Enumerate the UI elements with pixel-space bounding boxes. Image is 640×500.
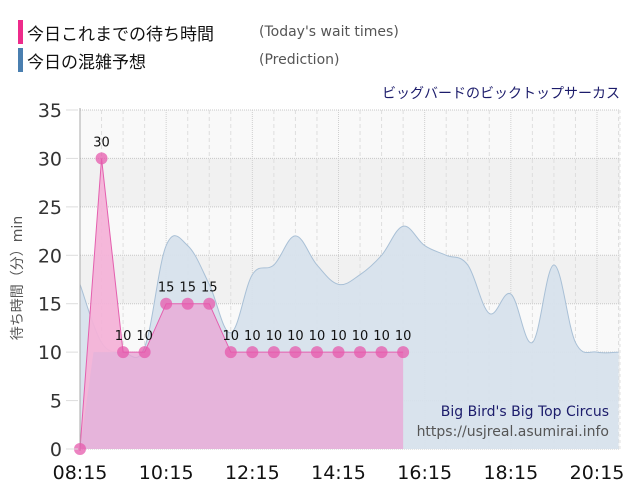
- data-point: [95, 152, 108, 165]
- x-axis-ticks: 08:15 10:15 12:15 14:15 16:15 18:15 20:15: [53, 462, 625, 484]
- data-point: [203, 297, 216, 310]
- data-point: [310, 346, 323, 359]
- plot-band: [80, 110, 620, 159]
- data-label: 10: [373, 329, 390, 344]
- plot-band: [80, 158, 620, 207]
- data-point: [138, 346, 151, 359]
- x-tick-label: 18:15: [483, 462, 538, 484]
- data-label: 10: [244, 329, 261, 344]
- today-peak-highlight: [80, 158, 124, 449]
- y-axis-label: 待ち時間（分）min: [10, 216, 26, 340]
- data-label: 10: [330, 329, 347, 344]
- data-label: 10: [287, 329, 304, 344]
- legend: 今日これまでの待ち時間 (Today's wait times) 今日の混雑予想…: [18, 18, 399, 74]
- data-point: [181, 297, 194, 310]
- prediction-line: [79, 225, 619, 358]
- data-point: [332, 346, 345, 359]
- y-tick-label: 35: [38, 100, 62, 122]
- data-label: 10: [136, 329, 153, 344]
- y-tick-label: 15: [38, 294, 62, 316]
- chart-title: ビッグバードのビックトップサーカス: [382, 86, 620, 102]
- y-tick-label: 30: [38, 148, 62, 170]
- y-axis-ticks: 0 5 10 15 20 25 30 35: [38, 100, 78, 461]
- x-tick-label: 08:15: [53, 462, 108, 484]
- x-tick-label: 12:15: [225, 462, 280, 484]
- data-point: [224, 346, 237, 359]
- data-label: 10: [266, 329, 283, 344]
- data-label: 10: [115, 329, 132, 344]
- legend-label-en: (Prediction): [259, 52, 340, 68]
- data-label: 10: [395, 329, 412, 344]
- data-labels: 30 10 10 15 15 15 10 10 10 10 10 10 10 10 10: [93, 135, 411, 344]
- data-point: [246, 346, 259, 359]
- today-line: [79, 158, 404, 450]
- data-label: 15: [158, 281, 175, 296]
- data-label: 15: [179, 281, 196, 296]
- data-label: 10: [352, 329, 369, 344]
- data-label: 10: [223, 329, 240, 344]
- x-tick-label: 16:15: [397, 462, 452, 484]
- data-label: 10: [309, 329, 326, 344]
- y-tick-label: 10: [38, 342, 62, 364]
- legend-swatch-today: [18, 20, 23, 44]
- today-area: [80, 158, 404, 449]
- legend-item-prediction: 今日の混雑予想 (Prediction): [18, 46, 399, 74]
- legend-label-en: (Today's wait times): [259, 24, 399, 40]
- data-point: [375, 346, 388, 359]
- x-tick-label: 14:15: [311, 462, 366, 484]
- data-point: [289, 346, 302, 359]
- data-point: [117, 346, 130, 359]
- y-tick-label: 20: [38, 245, 62, 267]
- watermark-url: https://usjreal.asumirai.info: [417, 424, 609, 440]
- data-point: [74, 443, 86, 455]
- today-data-points: [74, 152, 410, 455]
- data-label: 15: [201, 281, 218, 296]
- watermark-attraction-name: Big Bird's Big Top Circus: [441, 404, 609, 420]
- data-point: [267, 346, 280, 359]
- data-point: [160, 297, 173, 310]
- x-tick-label: 10:15: [139, 462, 194, 484]
- y-tick-label: 0: [50, 439, 62, 461]
- legend-item-today: 今日これまでの待ち時間 (Today's wait times): [18, 18, 399, 46]
- y-tick-label: 5: [50, 391, 62, 413]
- data-label: 30: [93, 135, 110, 150]
- legend-swatch-prediction: [18, 48, 23, 72]
- y-tick-label: 25: [38, 197, 62, 219]
- legend-label-jp: 今日の混雑予想: [27, 52, 146, 73]
- data-point: [397, 346, 410, 359]
- x-tick-label: 20:15: [570, 462, 625, 484]
- plot-band: [80, 206, 620, 256]
- legend-label-jp: 今日これまでの待ち時間: [27, 24, 214, 45]
- data-point: [354, 346, 367, 359]
